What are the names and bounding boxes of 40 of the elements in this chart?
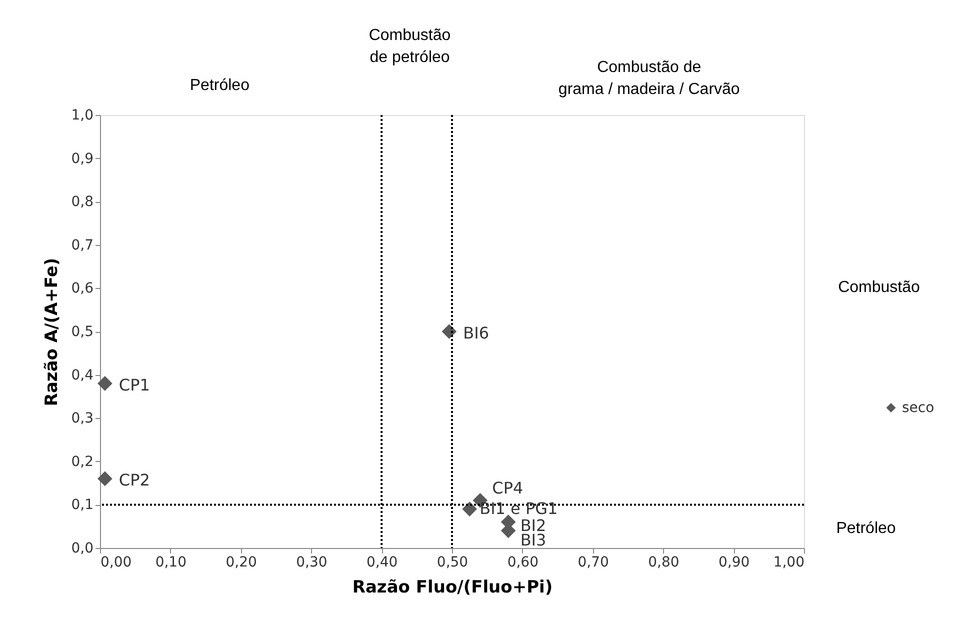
y-tick-label: 0,2: [71, 454, 94, 470]
text: Combustão: [838, 279, 920, 296]
x-tick-label: 0,10: [155, 554, 186, 570]
y-tick-label: 0,8: [71, 194, 94, 210]
x-tick-label: 0,60: [507, 554, 538, 570]
x-tick-label: 0,80: [648, 554, 680, 570]
y-tick-label: 0,1: [71, 497, 94, 514]
y-tick-label: 0,3: [71, 410, 94, 427]
annotation: CP2: [118, 470, 150, 490]
y-tick-label: 0,6: [71, 280, 94, 297]
text: Petróleo: [190, 77, 250, 94]
x-tick-label: 0,00: [100, 554, 132, 570]
annotation: BI6: [463, 324, 490, 342]
annotation: BI1 e PG1: [480, 499, 558, 518]
x-tick-label: 0,40: [366, 554, 398, 570]
x-tick-label: 1,00: [773, 554, 804, 570]
annotation: CP1: [118, 375, 150, 394]
x-tick-label: 0,50: [436, 554, 468, 570]
y-tick-label: 0,9: [71, 150, 94, 167]
y-axis-title: Razão A/(A+Fe): [42, 258, 62, 406]
text: Petróleo: [836, 520, 896, 537]
point: [98, 376, 112, 391]
annotation: CP4: [492, 478, 524, 498]
text: Combustão de petróleo: [368, 27, 451, 66]
x-tick-label: 0,90: [718, 554, 750, 570]
x-tick-label: 0,30: [296, 554, 328, 570]
y-tick-label: 0,5: [71, 324, 94, 340]
point: [442, 324, 457, 339]
y-tick-label: 0,4: [71, 367, 94, 384]
point: [462, 502, 478, 516]
text: Combustão de grama / madeira / Carvão: [558, 59, 740, 98]
y-tick-label: 1,0: [71, 108, 94, 124]
annotation: BI3: [520, 530, 546, 550]
y-tick-label: 0,0: [71, 540, 94, 556]
x-tick-label: 0,20: [226, 554, 257, 570]
legend-label: seco: [902, 400, 934, 416]
x-axis-title: Razão Fluo/(Fluo+Pi): [352, 578, 553, 598]
point: [98, 471, 112, 486]
y-tick-label: 0,7: [71, 237, 94, 254]
x-tick-label: 0,70: [578, 554, 609, 570]
